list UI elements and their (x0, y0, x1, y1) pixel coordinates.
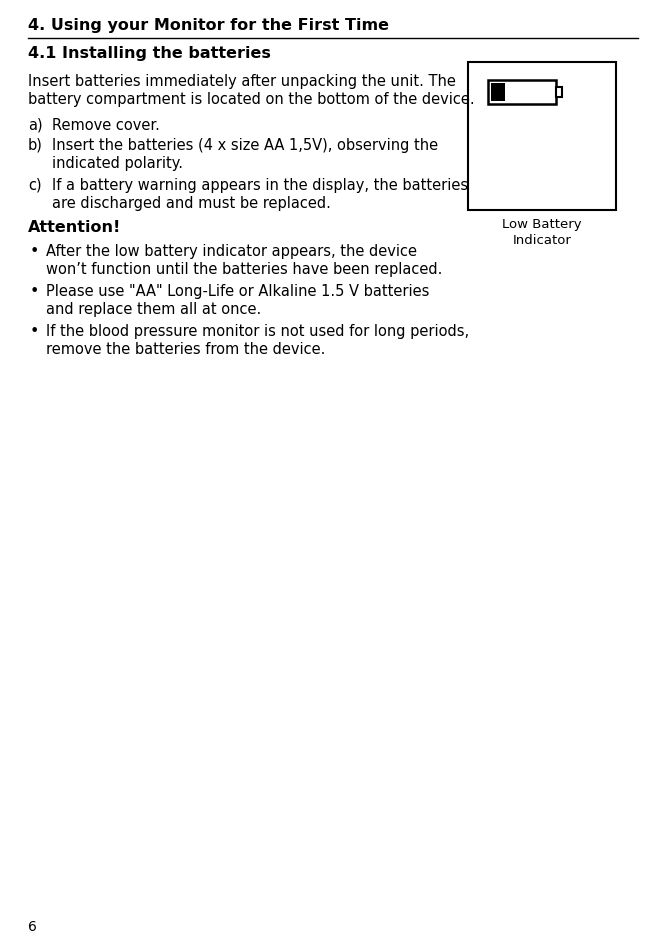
Text: If the blood pressure monitor is not used for long periods,: If the blood pressure monitor is not use… (46, 324, 469, 339)
Text: remove the batteries from the device.: remove the batteries from the device. (46, 342, 326, 357)
Text: c): c) (28, 178, 41, 193)
Text: 4. Using your Monitor for the First Time: 4. Using your Monitor for the First Time (28, 18, 389, 33)
Text: indicated polarity.: indicated polarity. (52, 156, 183, 171)
Text: won’t function until the batteries have been replaced.: won’t function until the batteries have … (46, 262, 442, 277)
Bar (488, 80, 556, 104)
Text: are discharged and must be replaced.: are discharged and must be replaced. (52, 196, 331, 211)
Text: Insert the batteries (4 x size AA 1,5V), observing the: Insert the batteries (4 x size AA 1,5V),… (52, 138, 438, 153)
Text: 6: 6 (28, 920, 37, 934)
Bar (491, 83, 505, 101)
Text: After the low battery indicator appears, the device: After the low battery indicator appears,… (46, 244, 417, 259)
Text: Remove cover.: Remove cover. (52, 118, 160, 133)
Text: Attention!: Attention! (28, 220, 121, 235)
Bar (468, 62, 616, 210)
Text: •: • (30, 284, 39, 299)
Text: a): a) (28, 118, 43, 133)
Bar (556, 87, 562, 97)
Text: Insert batteries immediately after unpacking the unit. The: Insert batteries immediately after unpac… (28, 74, 456, 89)
Text: 4.1 Installing the batteries: 4.1 Installing the batteries (28, 46, 271, 61)
Text: b): b) (28, 138, 43, 153)
Text: and replace them all at once.: and replace them all at once. (46, 302, 261, 317)
Text: •: • (30, 324, 39, 339)
Text: battery compartment is located on the bottom of the device.: battery compartment is located on the bo… (28, 92, 475, 107)
Text: Please use "AA" Long-Life or Alkaline 1.5 V batteries: Please use "AA" Long-Life or Alkaline 1.… (46, 284, 430, 299)
Text: Low Battery: Low Battery (502, 218, 582, 231)
Text: If a battery warning appears in the display, the batteries: If a battery warning appears in the disp… (52, 178, 468, 193)
Text: •: • (30, 244, 39, 259)
Text: Indicator: Indicator (513, 234, 571, 247)
